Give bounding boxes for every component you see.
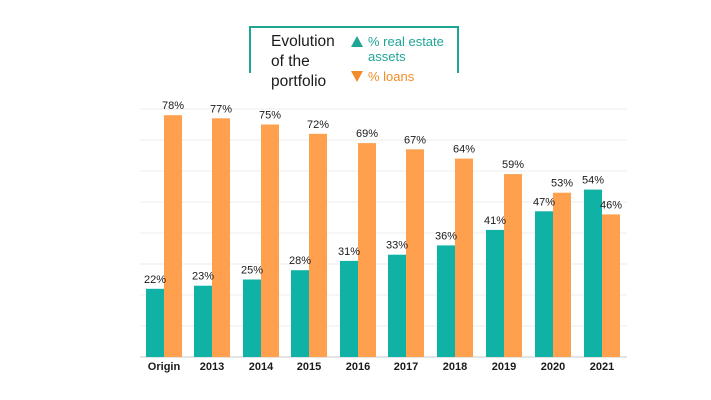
bar-loans — [358, 143, 376, 357]
chart-title: Evolution of the portfolio — [271, 33, 335, 90]
data-label: 78% — [162, 100, 184, 112]
data-label: 75% — [259, 110, 281, 122]
category-label: 2016 — [346, 361, 370, 373]
data-labels: 22% 78% 23% 77% 25% 75% 28% 72% 31% 69% 33% 67% 36% 6… — [144, 100, 622, 286]
data-label: 69% — [356, 128, 378, 140]
category-labels: Origin 2013 2014 2015 2016 2017 2018 2019 2020 20… — [148, 361, 614, 373]
data-label: 53% — [551, 178, 573, 190]
legend-label-loans: % loans — [368, 69, 415, 84]
data-label: 31% — [338, 246, 360, 258]
bar-loans — [212, 118, 230, 357]
data-label: 46% — [600, 199, 622, 211]
data-label: 59% — [502, 159, 524, 171]
data-label: 36% — [435, 230, 457, 242]
data-label: 23% — [192, 271, 214, 283]
bar-real-estate — [340, 260, 358, 357]
data-label: 64% — [453, 144, 475, 156]
bars — [146, 115, 620, 357]
bar-real-estate — [194, 285, 212, 357]
data-label: 41% — [484, 215, 506, 227]
data-label: 33% — [386, 240, 408, 252]
data-label: 22% — [144, 274, 166, 286]
data-label: 47% — [533, 196, 555, 208]
category-label: 2018 — [443, 361, 467, 373]
bar-real-estate — [243, 279, 261, 357]
bar-loans — [455, 158, 473, 357]
bar-loans — [504, 174, 522, 357]
bar-loans — [309, 133, 327, 357]
category-label: Origin — [148, 361, 181, 373]
data-label: 25% — [241, 265, 263, 277]
data-label: 72% — [307, 119, 329, 131]
data-label: 67% — [404, 134, 426, 146]
bar-loans — [406, 149, 424, 357]
category-label: 2017 — [394, 361, 418, 373]
data-label: 77% — [210, 103, 232, 115]
bar-loans — [602, 214, 620, 357]
data-label: 54% — [582, 175, 604, 187]
bar-real-estate — [437, 245, 455, 357]
legend-label-real-estate: % real estate assets — [368, 34, 444, 64]
category-label: 2013 — [200, 361, 224, 373]
bar-real-estate — [584, 189, 602, 357]
bar-real-estate — [535, 211, 553, 357]
triangle-down-icon — [351, 71, 363, 82]
legend-item-loans: % loans — [351, 69, 414, 84]
category-label: 2015 — [297, 361, 321, 373]
bar-loans — [553, 192, 571, 357]
category-label: 2019 — [492, 361, 516, 373]
bar-real-estate — [146, 288, 164, 357]
bar-real-estate — [486, 229, 504, 357]
category-label: 2021 — [590, 361, 614, 373]
bar-real-estate — [388, 254, 406, 357]
data-label: 28% — [289, 255, 311, 267]
legend: Evolution of the portfolio % real estate… — [249, 26, 459, 90]
bar-loans — [164, 115, 182, 357]
triangle-up-icon — [351, 36, 363, 47]
category-label: 2014 — [249, 361, 274, 373]
category-label: 2020 — [541, 361, 565, 373]
bar-loans — [261, 124, 279, 357]
bar-real-estate — [291, 270, 309, 357]
legend-item-real-estate: % real estate assets — [351, 34, 456, 64]
